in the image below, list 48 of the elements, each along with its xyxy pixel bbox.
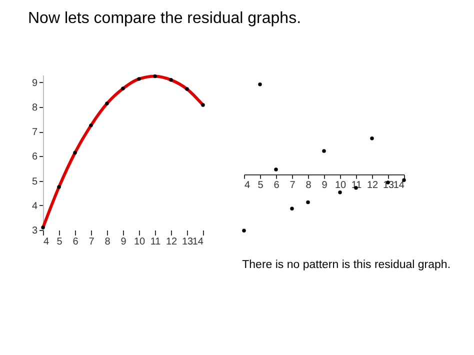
x-tick-label: 9 [120,236,127,248]
x-tick-label: 8 [104,236,111,248]
line-series [42,74,204,230]
x-tick-label: 8 [306,180,312,191]
x-tick-label: 12 [366,180,378,191]
y-tick-label: 8 [32,102,38,114]
x-tick-label: 10 [334,180,346,191]
point [201,103,205,107]
x-tick-label: 12 [166,236,178,248]
x-tick-label: 7 [88,236,95,248]
point [153,74,157,78]
point [105,102,109,106]
x-tick-label: 11 [150,236,162,248]
y-tick-label: 9 [32,78,38,89]
point [338,190,342,194]
point [121,86,125,90]
x-tick-label: 6 [274,180,280,191]
x-tick-label: 10 [134,236,146,248]
y-tick-label: 6 [32,152,38,163]
x-tick-label: 5 [258,180,264,191]
point [322,149,326,153]
x-tick-label: 7 [290,180,296,191]
point [73,150,77,155]
point [89,124,93,128]
x-tick-label: 5 [56,236,63,248]
point [306,200,310,204]
point [258,82,262,86]
point [169,78,173,82]
y-tick-label: 3 [32,226,38,236]
point [242,228,246,232]
x-tick-label: 14 [393,180,405,191]
point [370,136,374,140]
x-tick-label: 14 [192,236,204,248]
text: There is no pattern is this residual graph. [242,259,451,271]
point [274,168,278,172]
x-tick-label: 13 [382,180,394,191]
point [57,185,61,189]
y-tick-label: 4 [32,200,38,212]
point [185,87,189,91]
x-tick-label: 4 [44,236,50,248]
chart-title: Now lets compare the residual graphs. [28,10,302,28]
point [137,77,141,81]
x-tick-label: 4 [244,180,250,191]
y-tick-label: 7 [32,127,38,138]
x-tick-label: 9 [322,180,328,191]
point [290,206,294,210]
x-tick-label: 6 [72,236,79,248]
x-tick-label: 13 [182,236,194,248]
